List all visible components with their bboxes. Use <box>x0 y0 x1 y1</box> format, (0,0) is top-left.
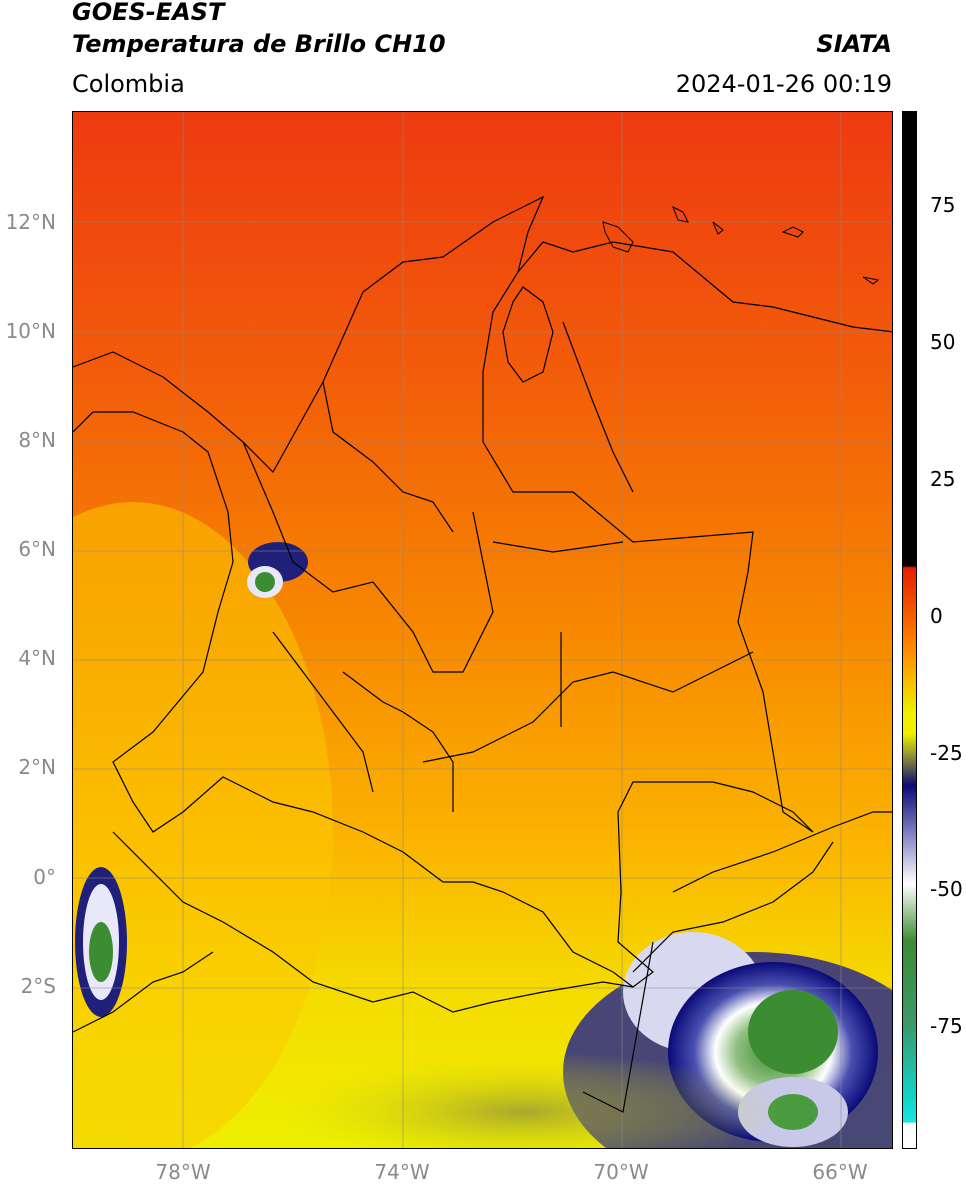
satellite-map <box>72 111 893 1149</box>
map-canvas <box>73 112 892 1148</box>
colorbar-tick-75: 75 <box>930 193 956 217</box>
colorbar-gradient <box>903 112 916 1148</box>
lon-label-78w: 78°W <box>155 1160 211 1184</box>
lon-label-66w: 66°W <box>812 1160 868 1184</box>
colorbar-tick-minus75: -75 <box>930 1014 963 1038</box>
dept-border-8 <box>342 671 404 713</box>
peru-border <box>582 941 654 1113</box>
datetime-label: 2024-01-26 00:19 <box>675 70 892 98</box>
lat-label-2s: 2°S <box>20 974 56 998</box>
ecuador-coast <box>73 951 214 1033</box>
colorbar <box>902 111 917 1149</box>
lat-label-4n: 4°N <box>18 646 56 670</box>
maracaibo-lake <box>502 286 554 383</box>
colorbar-tick-minus25: -25 <box>930 741 963 765</box>
lat-label-0: 0° <box>33 865 56 889</box>
southern-haze <box>263 1052 783 1148</box>
caribbean-islands <box>602 205 880 285</box>
colorbar-tick-50: 50 <box>930 330 956 354</box>
colorbar-tick-25: 25 <box>930 467 956 491</box>
title-line-1: GOES-EAST <box>72 0 225 26</box>
ecuador-peru <box>112 831 634 1013</box>
dept-border-1 <box>242 441 494 673</box>
dept-border-6 <box>562 321 634 493</box>
storm-central <box>247 542 308 598</box>
coastlines-borders <box>73 195 892 1113</box>
brazil-border <box>632 841 834 973</box>
dept-border-5 <box>492 541 624 553</box>
venezuela-coast <box>517 241 892 333</box>
lon-label-70w: 70°W <box>593 1160 649 1184</box>
lat-label-8n: 8°N <box>18 428 56 452</box>
dept-border-2 <box>322 381 454 533</box>
grid-lines <box>73 112 892 1148</box>
dept-border-4 <box>422 651 754 763</box>
colorbar-canvas <box>903 112 916 1148</box>
region-label: Colombia <box>72 70 185 98</box>
lat-label-10n: 10°N <box>5 319 56 343</box>
dept-border-3 <box>272 631 374 793</box>
colorbar-tick-0: 0 <box>930 604 943 628</box>
west-warm-band <box>73 502 333 1148</box>
dept-border-7 <box>402 711 454 812</box>
lat-label-12n: 12°N <box>5 210 56 234</box>
lat-label-2n: 2°N <box>18 755 56 779</box>
colorbar-tick-minus50: -50 <box>930 877 963 901</box>
brand-label: SIATA <box>816 30 892 58</box>
colombia-outline <box>73 195 814 988</box>
storm-southwest <box>75 867 127 1017</box>
venezuela-brazil <box>672 811 892 893</box>
lon-label-74w: 74°W <box>374 1160 430 1184</box>
lat-label-6n: 6°N <box>18 537 56 561</box>
title-line-2: Temperatura de Brillo CH10 <box>72 30 446 58</box>
